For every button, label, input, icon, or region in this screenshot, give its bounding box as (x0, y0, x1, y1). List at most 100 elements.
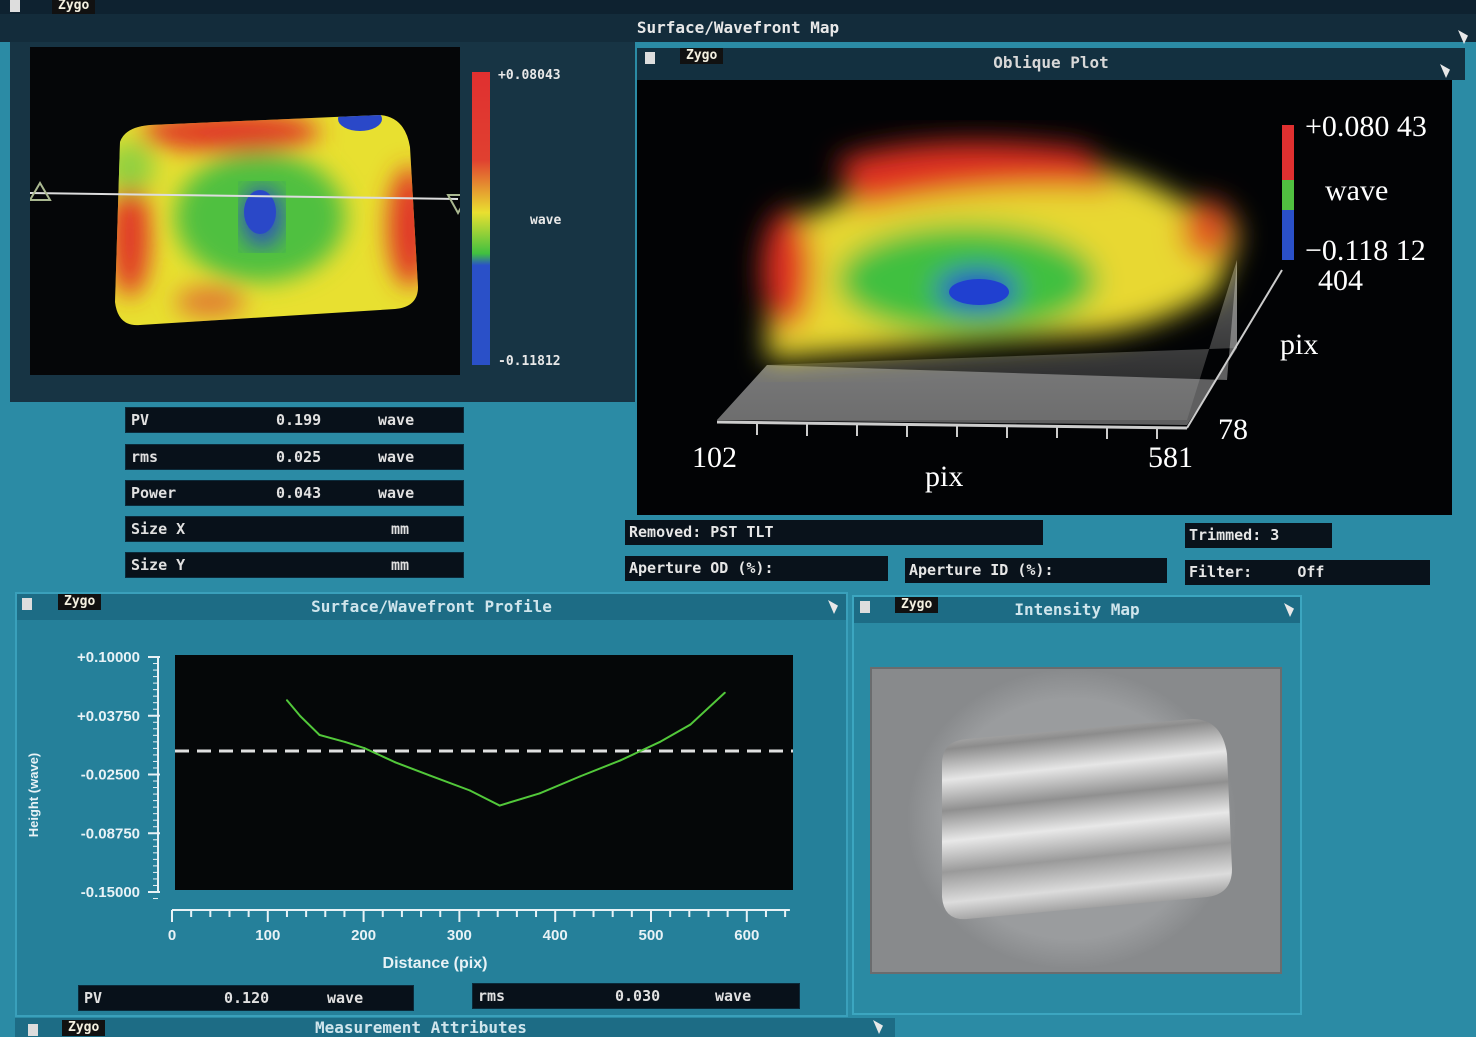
y-tick-label: -0.15000 (81, 884, 140, 901)
colorbar (472, 72, 490, 365)
measurement-attributes-header (15, 1018, 895, 1037)
colorbar-max: +0.08043 (498, 68, 561, 83)
oblique-plot-view (637, 80, 1452, 515)
stat-value: 0.199 (276, 411, 322, 429)
surface-map-view (28, 47, 470, 375)
profile-point (428, 774, 431, 777)
plot-area (175, 655, 793, 890)
surface-map-image (28, 115, 470, 326)
oblique-x-end: 581 (1148, 441, 1193, 474)
stat-unit: mm (391, 520, 410, 538)
pin-icon[interactable] (828, 600, 838, 614)
profile-point (689, 723, 692, 726)
profile-rms: rms 0.030 wave (472, 983, 800, 1009)
profile-point (658, 741, 661, 744)
oblique-scale-min: −0.118 12 (1305, 234, 1426, 267)
stat-label: Size Y (131, 556, 186, 574)
x-tick-label: 100 (255, 927, 280, 944)
stat-value: 0.043 (276, 484, 322, 502)
zygo-logo: Zygo (895, 597, 939, 613)
profile-point (619, 759, 622, 762)
pin-icon[interactable] (1458, 30, 1468, 44)
measurement-attributes-title: Measurement Attributes (315, 1018, 527, 1037)
y-tick-label: -0.08750 (81, 825, 140, 842)
profile-point (468, 789, 471, 792)
x-axis-label: Distance (pix) (383, 955, 488, 972)
oblique-x-label: pix (925, 460, 964, 493)
profile-pv: PV 0.120 wave (78, 985, 414, 1011)
profile-window-menu-button[interactable] (22, 598, 32, 610)
zygo-logo: Zygo (58, 594, 102, 610)
stat-label: Size X (131, 520, 186, 538)
removed-field: Removed: PST TLT (625, 520, 1043, 545)
intensity-image (907, 669, 1237, 969)
profile-point (579, 775, 582, 778)
aperture-id-field[interactable]: Aperture ID (%): (905, 558, 1167, 583)
aperture-od-field[interactable]: Aperture OD (%): (625, 556, 888, 581)
stat-unit: wave (378, 411, 415, 429)
profile-end-marker-icon[interactable] (446, 194, 470, 216)
oblique-x-start: 102 (692, 441, 737, 474)
stat-label: Power (131, 484, 177, 502)
profile-header: Surface/Wavefront Profile (17, 594, 846, 620)
stat-value: 0.120 (224, 989, 270, 1007)
profile-point (498, 804, 501, 807)
stat-power: Power 0.043 wave (125, 480, 464, 506)
zygo-logo: Zygo (52, 0, 96, 14)
profile-point (538, 792, 541, 795)
zygo-logo: Zygo (680, 48, 724, 64)
profile-title: Surface/Wavefront Profile (311, 597, 552, 616)
pin-icon[interactable] (1284, 603, 1294, 617)
intensity-window-menu-button[interactable] (860, 601, 870, 613)
oblique-y-start: 78 (1218, 413, 1248, 446)
oblique-y-label: pix (1280, 328, 1319, 361)
stat-label: rms (131, 448, 159, 466)
oblique-y-end: 404 (1318, 264, 1363, 297)
profile-point (285, 699, 288, 702)
oblique-scale-max: +0.080 43 (1305, 110, 1427, 143)
stat-unit: mm (391, 556, 410, 574)
stat-rms: rms 0.025 wave (125, 444, 464, 470)
stat-label: PV (131, 411, 150, 429)
oblique-plot-header: Oblique Plot (637, 48, 1465, 80)
oblique-window-menu-button[interactable] (645, 52, 655, 64)
profile-start-marker-icon[interactable] (28, 181, 52, 201)
x-tick-label: 300 (447, 927, 472, 944)
stat-pv: PV 0.199 wave (125, 407, 464, 433)
stat-unit: wave (327, 989, 364, 1007)
top-bar (0, 0, 1476, 14)
profile-point (299, 715, 302, 718)
window-menu-button[interactable] (10, 0, 20, 12)
stat-unit: wave (378, 484, 415, 502)
profile-chart: +0.10000 +0.03750 -0.02500 -0.08750 -0.15000… (26, 649, 793, 972)
y-tick-label: +0.03750 (77, 708, 140, 725)
intensity-title: Intensity Map (1014, 600, 1140, 619)
colorbar-unit: wave (530, 213, 562, 228)
surface-map-title: Surface/Wavefront Map (0, 14, 1476, 42)
profile-point (318, 734, 321, 737)
profile-point (723, 691, 726, 694)
stat-unit: wave (378, 448, 415, 466)
pin-icon[interactable] (1440, 64, 1450, 78)
x-tick-label: 400 (543, 927, 568, 944)
y-tick-label: -0.02500 (81, 767, 140, 784)
intensity-map-view (870, 667, 1282, 974)
stat-unit: wave (715, 987, 752, 1005)
stat-label: PV (84, 989, 103, 1007)
y-tick-label: +0.10000 (77, 649, 140, 666)
x-tick-label: 500 (638, 927, 663, 944)
oblique-3d-surface (716, 125, 1294, 439)
zygo-logo: Zygo (62, 1020, 106, 1036)
x-tick-label: 200 (351, 927, 376, 944)
pin-icon[interactable] (873, 1020, 883, 1034)
stat-label: rms (478, 987, 506, 1005)
measurement-window-menu-button[interactable] (28, 1024, 38, 1036)
trimmed-field: Trimmed: 3 (1185, 523, 1332, 548)
y-axis-label: Height (wave) (26, 753, 41, 838)
profile-point (363, 747, 366, 750)
x-tick-label: 0 (168, 927, 176, 944)
stat-value: 0.025 (276, 448, 322, 466)
oblique-plot-title: Oblique Plot (993, 53, 1109, 72)
stat-size-y: Size Y mm (125, 552, 464, 578)
stat-value: 0.030 (615, 987, 661, 1005)
